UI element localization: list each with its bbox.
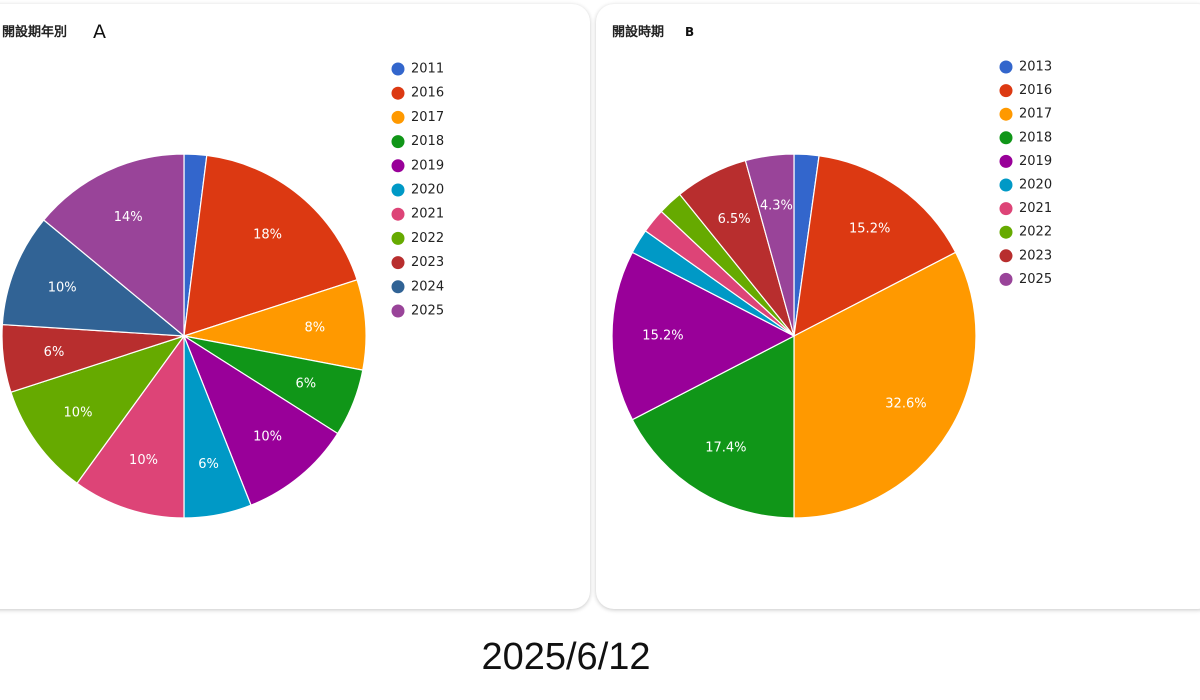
- legend-label-2017: 2017: [1019, 107, 1052, 122]
- legend-label-2019: 2019: [411, 158, 444, 173]
- slice-label-2023: 6%: [44, 345, 65, 360]
- legend-label-2023: 2023: [411, 255, 444, 270]
- legend-label-2018: 2018: [1019, 130, 1052, 145]
- pie-slice-2019: [182, 334, 339, 506]
- pie-slices: [1, 153, 367, 519]
- chart-card-b: 開設時期 B 15.2% 32.6% 17.4% 15.2% 6.5% 4.3% 2013…: [596, 4, 1200, 609]
- legend-marker-2024: [391, 280, 405, 294]
- legend-label-2025: 2025: [411, 304, 444, 319]
- slice-label-2025: 4.3%: [760, 199, 793, 214]
- legend: 2013 2016 2017 2018 2019 2020 2021 2022 2023 2025: [999, 60, 1052, 287]
- pie-slice-2025: [42, 153, 185, 338]
- slice-label-2019: 15.2%: [642, 329, 683, 344]
- legend-marker-2022: [999, 225, 1013, 239]
- legend-label-2022: 2022: [411, 231, 444, 246]
- slice-label-2025: 14%: [114, 210, 143, 225]
- chart-title: 開設期年別: [2, 24, 67, 40]
- legend-label-2022: 2022: [1019, 225, 1052, 240]
- legend-label-2023: 2023: [1019, 248, 1052, 263]
- slice-label-2018: 6%: [296, 377, 317, 392]
- pie-slice-2021: [76, 334, 185, 519]
- legend-marker-2021: [999, 202, 1013, 216]
- legend-marker-2023: [391, 256, 405, 270]
- legend-label-2024: 2024: [411, 279, 444, 294]
- legend-label-2018: 2018: [411, 134, 444, 149]
- slice-label-2021: 10%: [129, 453, 158, 468]
- slice-label-2020: 6%: [198, 457, 219, 472]
- legend-label-2017: 2017: [411, 110, 444, 125]
- pie-slice-2017: [183, 279, 367, 371]
- pie-slice-2017: [793, 251, 977, 519]
- legend-label-2020: 2020: [411, 183, 444, 198]
- legend-label-2021: 2021: [1019, 201, 1052, 216]
- pie-slice-2016: [793, 155, 957, 338]
- legend-label-2016: 2016: [411, 86, 444, 101]
- legend-marker-2020: [391, 183, 405, 197]
- legend-marker-2013: [999, 60, 1013, 74]
- legend-marker-2021: [391, 207, 405, 221]
- legend-marker-2025: [999, 272, 1013, 286]
- pie-slice-2018: [631, 335, 795, 519]
- slice-label-2019: 10%: [253, 429, 282, 444]
- pie-slice-2022: [10, 334, 186, 485]
- legend-label-2020: 2020: [1019, 178, 1052, 193]
- pie-slice-2024: [1, 219, 186, 337]
- legend-label-2013: 2013: [1019, 60, 1052, 75]
- chart-card-a: 開設期年別 A 18% 8% 6% 10% 6% 10% 10% 6% 10% 14% 2011 2…: [0, 4, 590, 609]
- legend-marker-2020: [999, 178, 1013, 192]
- legend-marker-2018: [391, 135, 405, 149]
- slice-label-2016: 15.2%: [849, 222, 890, 237]
- chart-title: 開設時期: [612, 24, 664, 40]
- slice-label-2017: 8%: [304, 320, 325, 335]
- slice-label-2023: 6.5%: [718, 212, 751, 227]
- legend-marker-2022: [391, 231, 405, 245]
- footer-date: 2025/6/12: [481, 636, 651, 678]
- legend-marker-2011: [391, 62, 405, 76]
- legend-marker-2019: [999, 154, 1013, 168]
- legend-marker-2018: [999, 131, 1013, 145]
- legend-marker-2025: [391, 304, 405, 318]
- slice-label-2016: 18%: [253, 228, 282, 243]
- slice-label-2018: 17.4%: [705, 440, 746, 455]
- slice-label-2024: 10%: [48, 280, 77, 295]
- legend-label-2025: 2025: [1019, 272, 1052, 287]
- pie-chart-b: 開設時期 B 15.2% 32.6% 17.4% 15.2% 6.5% 4.3% 2013…: [611, 24, 1052, 519]
- legend-marker-2017: [999, 107, 1013, 121]
- legend-marker-2016: [999, 84, 1013, 98]
- pie-slice-2019: [611, 251, 796, 421]
- legend-label-2021: 2021: [411, 207, 444, 222]
- slice-labels: 18% 8% 6% 10% 6% 10% 10% 6% 10% 14%: [44, 210, 325, 472]
- chart-title-letter: B: [685, 25, 694, 39]
- legend-marker-2019: [391, 159, 405, 173]
- slice-labels: 15.2% 32.6% 17.4% 15.2% 6.5% 4.3%: [642, 199, 926, 456]
- legend-marker-2017: [391, 110, 405, 124]
- pie-chart-a: 開設期年別 A 18%8%6%10%6%10%10%6%10%14% 20112…: [1, 21, 444, 519]
- legend-marker-2023: [999, 249, 1013, 263]
- legend: 2011 2016 2017 2018 2019 2020 2021 2022 2023 2024…: [391, 62, 444, 319]
- chart-title-letter: A: [93, 21, 106, 43]
- legend-label-2019: 2019: [1019, 154, 1052, 169]
- pie-slice-2016: [183, 154, 358, 337]
- legend-label-2016: 2016: [1019, 83, 1052, 98]
- slice-label-2017: 32.6%: [885, 397, 926, 412]
- legend-label-2011: 2011: [411, 62, 444, 77]
- pie-slices: [611, 153, 977, 519]
- pie-slice-2025: [744, 153, 795, 337]
- legend-marker-2016: [391, 86, 405, 100]
- slice-label-2022: 10%: [64, 406, 93, 421]
